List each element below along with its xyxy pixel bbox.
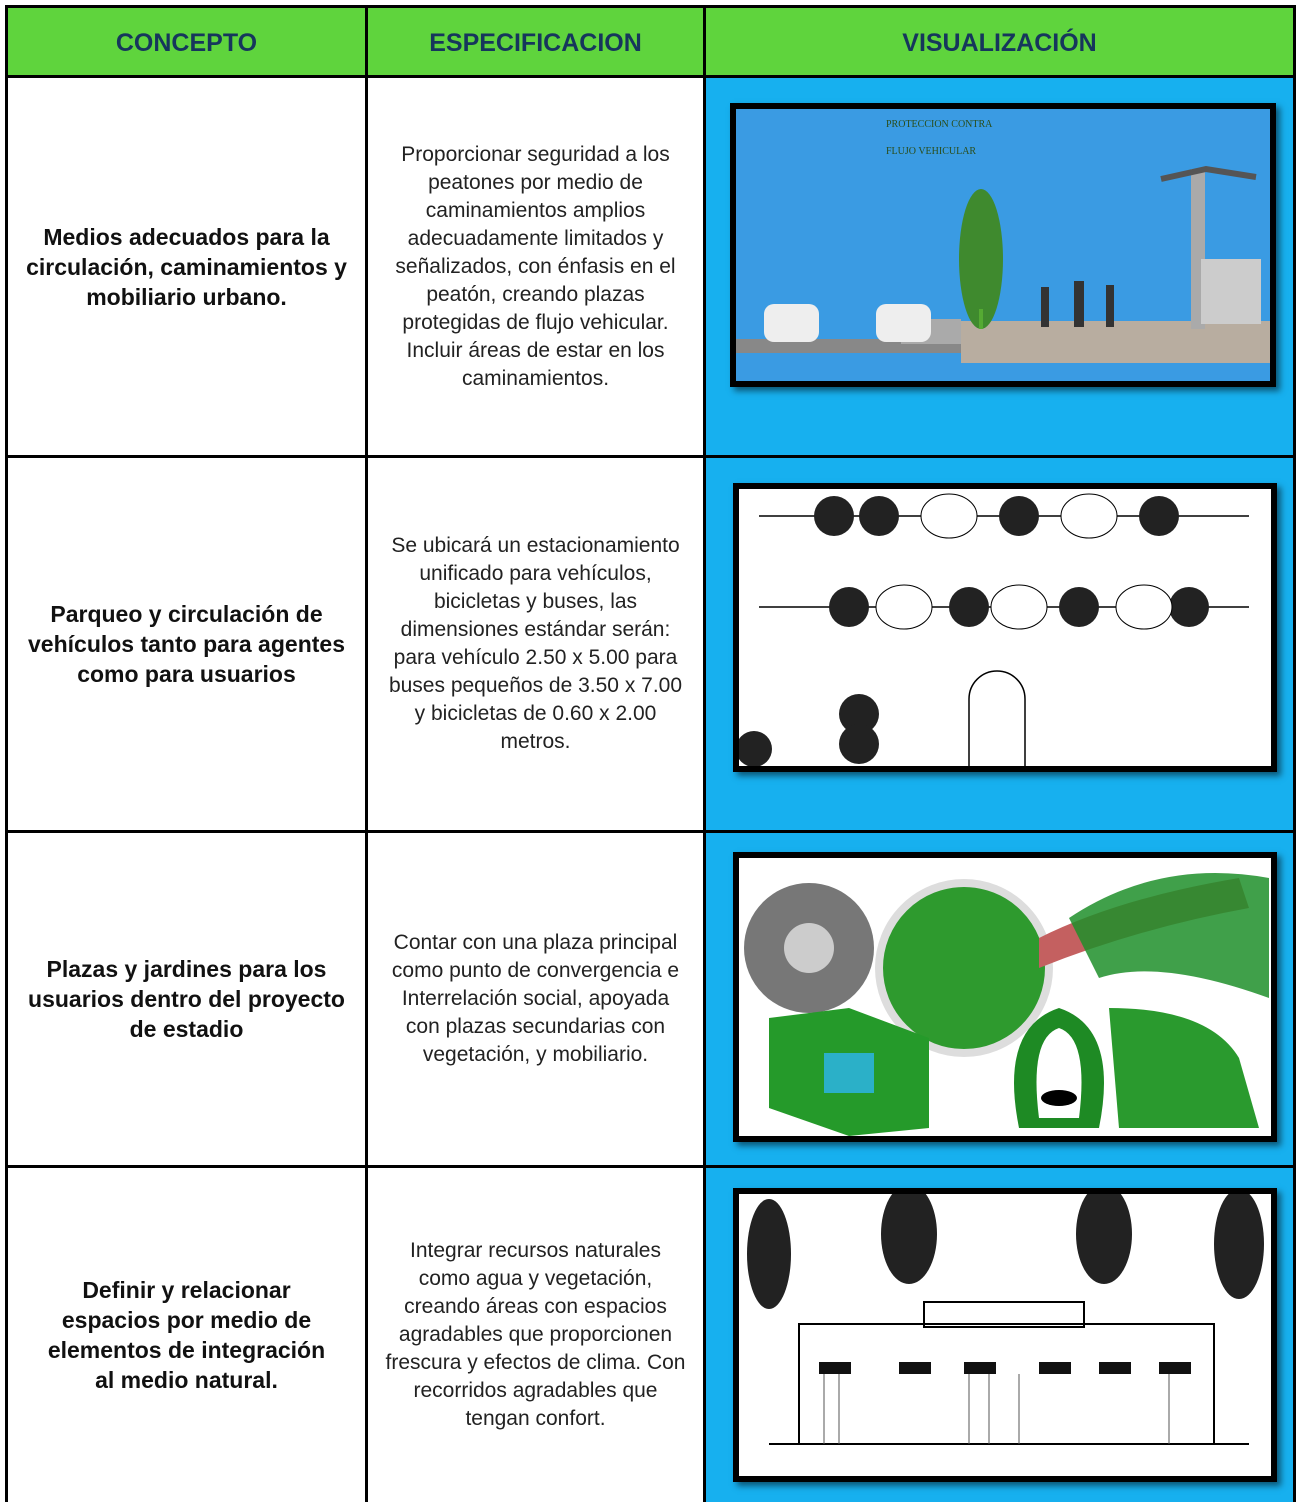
image-label: FLUJO VEHICULAR <box>886 146 976 157</box>
image-label: PROTECCION CONTRA <box>886 119 993 130</box>
elevation-image <box>733 1188 1277 1482</box>
concept-cell: Plazas y jardines para los usuarios dent… <box>5 830 365 1165</box>
plaza-plan-image <box>733 852 1277 1142</box>
concept-cell: Parqueo y circulación de vehículos tanto… <box>5 455 365 830</box>
spec-cell: Contar con una plaza principal como punt… <box>365 830 703 1165</box>
street-section-image: PROTECCION CONTRA FLUJO VEHICULAR <box>730 103 1276 387</box>
spec-cell: Se ubicará un estacionamiento unificado … <box>365 455 703 830</box>
concept-cell: Medios adecuados para la circulación, ca… <box>5 75 365 455</box>
header-cell: ESPECIFICACION <box>365 5 703 78</box>
header-cell: CONCEPTO <box>5 5 365 78</box>
header-cell: VISUALIZACIÓN <box>703 5 1296 78</box>
concept-cell: Definir y relacionar espacios por medio … <box>5 1165 365 1502</box>
parking-plan-image <box>733 483 1277 772</box>
spec-cell: Proporcionar seguridad a los peatones po… <box>365 75 703 455</box>
spec-cell: Integrar recursos naturales como agua y … <box>365 1165 703 1502</box>
